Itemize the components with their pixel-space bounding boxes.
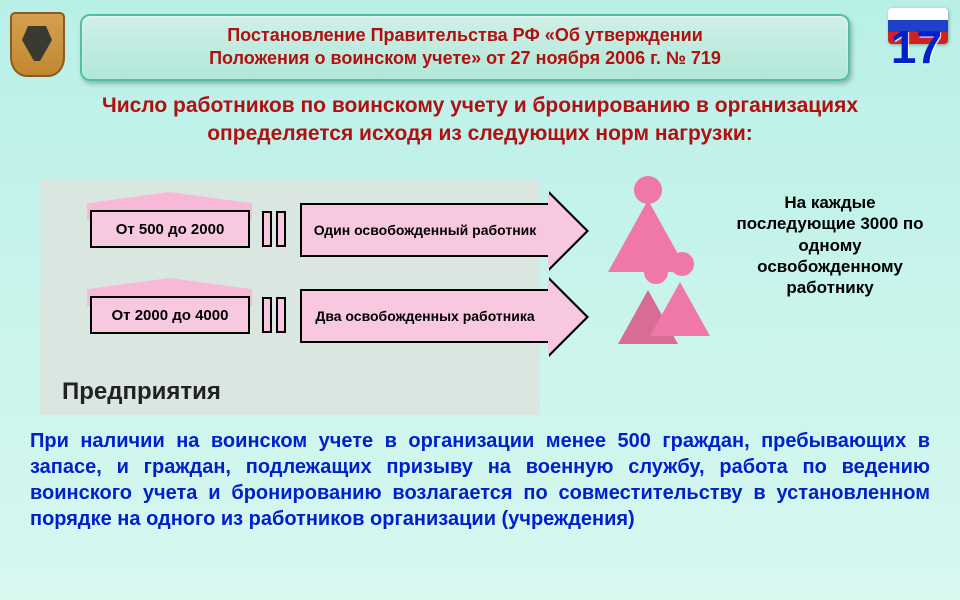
header-line2: Положения о воинском учете» от 27 ноября… (209, 48, 721, 68)
figure2a-head (644, 260, 668, 284)
panel-label: Предприятия (62, 378, 221, 406)
arrow-1: Один освобожденный работник (300, 203, 550, 257)
arrow-2: Два освобожденных работника (300, 289, 550, 343)
bars-1 (262, 211, 286, 247)
range-2-text: От 2000 до 4000 (112, 307, 229, 324)
range-1-text: От 500 до 2000 (116, 221, 225, 238)
header-line1: Постановление Правительства РФ «Об утвер… (227, 25, 703, 45)
figure2b-body (650, 282, 710, 336)
bars-2 (262, 297, 286, 333)
subtitle-line2: определяется исходя из следующих норм на… (207, 122, 753, 145)
rule-text: На каждые последующие 3000 по одному осв… (730, 192, 930, 298)
header-box: Постановление Правительства РФ «Об утвер… (80, 14, 850, 81)
subtitle: Число работников по воинскому учету и бр… (40, 92, 920, 149)
page-number: 17 (891, 20, 942, 74)
footer-paragraph: При наличии на воинском учете в организа… (30, 428, 930, 532)
range-box-2: От 2000 до 4000 (90, 296, 250, 334)
range-box-1: От 500 до 2000 (90, 210, 250, 248)
arrow-1-text: Один освобожденный работник (302, 205, 548, 255)
region-emblem (10, 12, 65, 77)
figure2b-head (670, 252, 694, 276)
arrow-2-text: Два освобожденных работника (302, 291, 548, 341)
subtitle-line1: Число работников по воинскому учету и бр… (102, 94, 858, 117)
